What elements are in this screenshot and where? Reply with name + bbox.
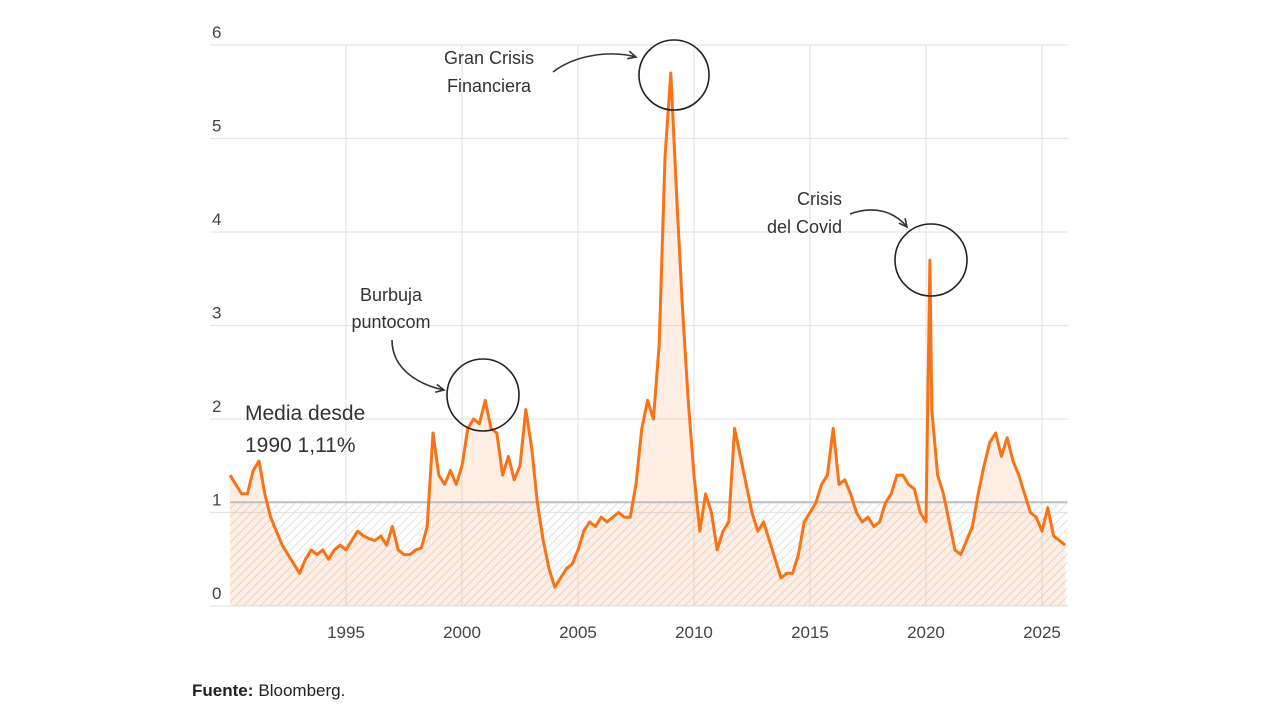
x-tick-label: 2015 — [791, 623, 829, 642]
line — [228, 71, 1067, 589]
annotation-arrow — [849, 209, 908, 228]
annotation: Financiera — [447, 76, 532, 96]
source-label: Fuente: — [192, 681, 253, 700]
annotation: del Covid — [767, 217, 842, 237]
y-tick-label: 5 — [212, 117, 221, 136]
y-tick-label: 2 — [212, 397, 221, 416]
x-tick-label: 2025 — [1023, 623, 1061, 642]
annotation: Gran Crisis — [444, 48, 534, 68]
y-tick-label: 3 — [212, 304, 221, 323]
arrow-head — [627, 50, 638, 60]
y-tick-label: 6 — [212, 23, 221, 42]
annotation-circle — [446, 358, 520, 432]
annotation-circle — [894, 223, 968, 297]
y-tick-label: 4 — [212, 210, 221, 229]
x-tick-label: 2005 — [559, 623, 597, 642]
y-tick-label: 1 — [212, 491, 221, 510]
source-text: Bloomberg. — [258, 681, 345, 700]
x-tick-label: 2020 — [907, 623, 945, 642]
annotation: Media desde — [245, 402, 365, 425]
annotation: 1990 1,11% — [245, 434, 356, 457]
source: Fuente: Bloomberg. — [192, 681, 345, 700]
y-tick-label: 0 — [212, 584, 221, 603]
mean-hatch — [230, 502, 1068, 606]
annotation-arrow — [391, 339, 445, 391]
x-tick-label: 1995 — [327, 623, 365, 642]
annotation: Burbuja — [360, 285, 423, 305]
annotation: puntocom — [351, 312, 430, 332]
annotation-arrow — [552, 53, 637, 73]
annotation-circle — [638, 39, 710, 111]
x-tick-label: 2010 — [675, 623, 713, 642]
x-tick-label: 2000 — [443, 623, 481, 642]
annotation: Crisis — [797, 189, 842, 209]
arrow-head — [435, 383, 446, 393]
arrow-head — [898, 218, 909, 229]
